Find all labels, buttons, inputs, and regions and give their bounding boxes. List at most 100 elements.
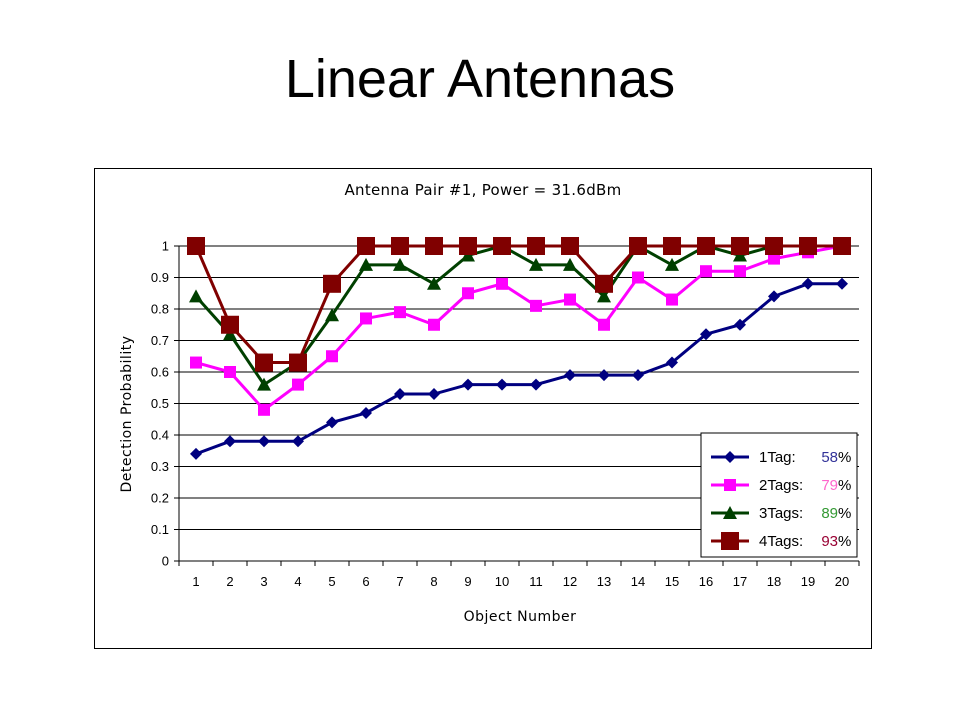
legend-label: 2Tags:	[759, 477, 803, 494]
data-point	[190, 356, 202, 369]
data-point	[360, 312, 372, 325]
data-point	[258, 403, 270, 416]
data-point	[257, 377, 271, 391]
data-point	[598, 318, 610, 331]
data-point	[292, 435, 304, 448]
x-tick-label: 16	[699, 574, 713, 589]
data-point	[357, 237, 375, 255]
data-point	[428, 318, 440, 331]
y-tick-label: 0.5	[151, 396, 169, 411]
legend-percentage: 89	[821, 505, 838, 522]
x-tick-label: 18	[767, 574, 781, 589]
data-point	[666, 293, 678, 306]
y-tick-label: 1	[162, 239, 169, 254]
series-line-1	[195, 282, 842, 456]
data-point	[427, 276, 441, 290]
y-tick-label: 0.4	[151, 428, 169, 443]
data-point	[768, 252, 780, 265]
x-tick-label: 8	[430, 574, 437, 589]
x-tick-label: 14	[631, 574, 645, 589]
data-point	[359, 257, 373, 271]
y-tick-label: 0.9	[151, 270, 169, 285]
data-point	[697, 237, 715, 255]
data-point	[326, 416, 338, 429]
line-chart: Antenna Pair #1, Power = 31.6dBm Object …	[119, 181, 860, 625]
data-point	[325, 308, 339, 322]
data-point	[731, 237, 749, 255]
data-point	[663, 237, 681, 255]
data-point	[700, 265, 712, 278]
x-tick-label: 1	[192, 574, 199, 589]
data-point	[292, 378, 304, 391]
legend-percent-sign: %	[838, 477, 851, 494]
data-point	[462, 378, 474, 391]
data-point	[833, 237, 851, 255]
data-point	[462, 287, 474, 300]
legend-percentage: 93	[821, 533, 838, 550]
data-point	[258, 435, 270, 448]
data-point	[496, 378, 508, 391]
y-tick-label: 0.1	[151, 522, 169, 537]
legend-marker	[724, 479, 736, 491]
data-point	[734, 265, 746, 278]
axes: 00.10.20.30.40.50.60.70.80.911 2 3 4 5 6 7 8 9 10…	[151, 239, 860, 589]
x-tick-label: 3	[260, 574, 267, 589]
legend-marker	[721, 532, 739, 550]
data-point	[529, 257, 543, 271]
data-point	[666, 356, 678, 369]
data-point	[564, 369, 576, 382]
legend-marker	[723, 506, 737, 519]
data-point	[394, 306, 406, 319]
x-tick-label: 7	[396, 574, 403, 589]
x-tick-label: 15	[665, 574, 679, 589]
slide-title: Linear Antennas	[284, 49, 676, 109]
y-tick-label: 0.2	[151, 491, 169, 506]
data-point	[563, 257, 577, 271]
data-point	[836, 277, 848, 290]
y-axis-label: Detection Probability	[119, 336, 135, 493]
x-tick-label: 12	[563, 574, 577, 589]
data-point	[187, 237, 205, 255]
data-point	[530, 299, 542, 312]
data-point	[326, 350, 338, 363]
data-point	[224, 435, 236, 448]
x-tick-label: 10	[495, 574, 509, 589]
x-tick-label: 17	[733, 574, 747, 589]
series-line-4	[194, 244, 842, 365]
data-point	[360, 406, 372, 419]
data-point	[221, 315, 239, 334]
data-point	[289, 353, 307, 372]
data-point	[734, 318, 746, 331]
y-tick-label: 0.6	[151, 365, 169, 380]
data-point	[190, 447, 202, 460]
data-point	[665, 257, 679, 271]
y-tick-label: 0.8	[151, 302, 169, 317]
data-point	[459, 237, 477, 255]
legend: 1Tag: 58 % 2Tags: 79 % 3Tags: 89 % 4Tags: 93%	[700, 432, 858, 558]
data-point	[394, 388, 406, 401]
data-point	[598, 369, 610, 382]
legend-percent-sign: %	[838, 533, 851, 550]
data-point	[799, 237, 817, 255]
legend-percentage: 58	[821, 449, 838, 466]
data-point	[496, 277, 508, 290]
legend-label: 4Tags:	[759, 533, 803, 550]
legend-marker	[724, 451, 736, 463]
data-point	[629, 237, 647, 255]
data-point	[802, 277, 814, 290]
legend-percent-sign: %	[838, 505, 851, 522]
legend-label: 1Tag:	[759, 449, 796, 466]
data-point	[428, 388, 440, 401]
y-tick-label: 0.3	[151, 459, 169, 474]
data-point	[768, 290, 780, 303]
data-point	[597, 289, 611, 303]
data-point	[561, 237, 579, 255]
x-tick-label: 6	[362, 574, 369, 589]
data-point	[765, 237, 783, 255]
data-point	[527, 237, 545, 255]
data-point	[493, 237, 511, 255]
x-tick-label: 11	[529, 574, 543, 589]
data-point	[700, 328, 712, 341]
data-point	[564, 293, 576, 306]
data-point	[255, 353, 273, 372]
